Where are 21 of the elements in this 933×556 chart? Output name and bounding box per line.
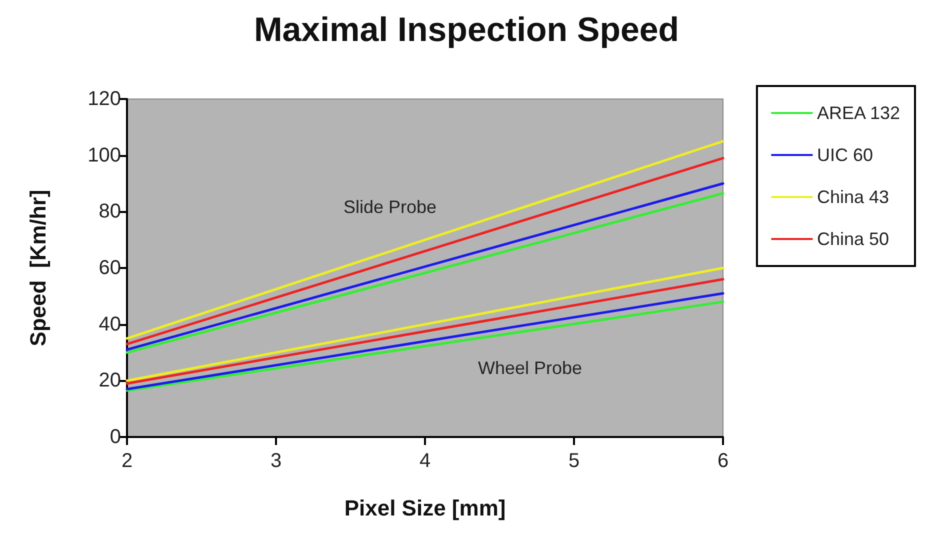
legend-label: China 50 — [816, 229, 890, 249]
y-tick-label: 100 — [88, 144, 121, 166]
x-tick-label: 4 — [419, 450, 431, 472]
x-tick-label: 5 — [568, 450, 580, 472]
legend-label: UIC 60 — [816, 145, 873, 165]
y-tick-label: 0 — [110, 426, 121, 448]
y-tick-label: 20 — [98, 370, 121, 392]
legend-label: AREA 132 — [816, 103, 900, 123]
x-axis-title: Pixel Size [mm] — [344, 496, 506, 520]
annotation: Slide Probe — [343, 197, 437, 217]
annotation: Wheel Probe — [478, 358, 582, 378]
chart-title: Maximal Inspection Speed — [254, 11, 680, 49]
y-axis-title: Speed [Km/hr] — [26, 190, 50, 346]
y-tick-label: 80 — [98, 200, 121, 223]
legend-label: China 43 — [816, 187, 890, 207]
y-tick-label: 120 — [88, 88, 121, 110]
x-tick-label: 6 — [717, 450, 729, 472]
x-tick-label: 3 — [270, 450, 282, 472]
y-tick-label: 60 — [98, 257, 121, 279]
y-tick-label: 40 — [98, 313, 121, 336]
x-tick-label: 2 — [121, 450, 133, 472]
